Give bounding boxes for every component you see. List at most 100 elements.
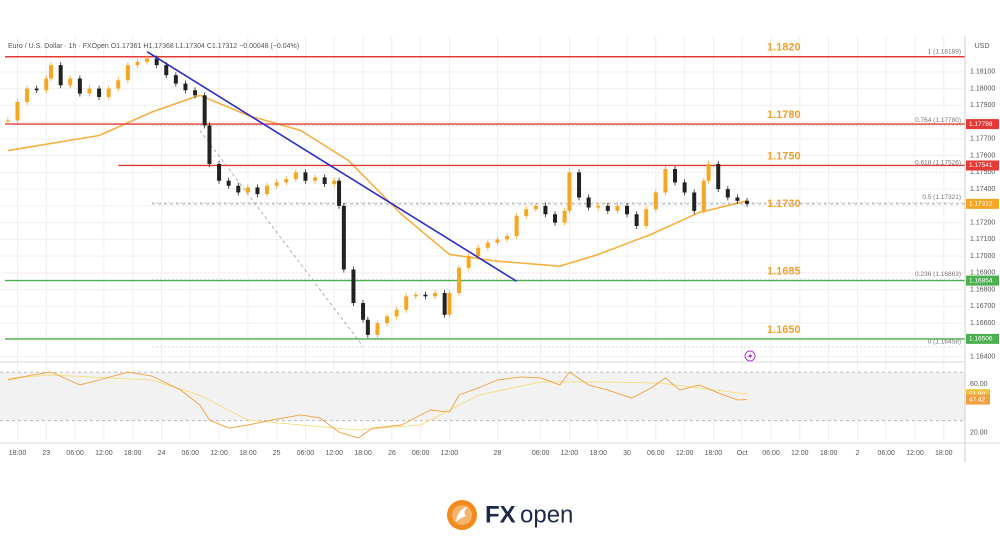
- candle: [423, 294, 428, 297]
- fib-label: 0 (1.16458): [928, 339, 961, 346]
- candle: [553, 214, 558, 223]
- logo-open: open: [520, 501, 573, 528]
- candle: [337, 180, 342, 206]
- x-tick-label: 18:00: [239, 450, 257, 457]
- candle: [394, 309, 399, 317]
- x-tick-label: 2: [855, 450, 859, 457]
- x-tick-label: 12:00: [906, 450, 924, 457]
- x-tick-label: 12:00: [676, 450, 694, 457]
- candle: [634, 214, 639, 226]
- fib-label: 0.5 (1.17321): [922, 194, 961, 201]
- candle: [466, 256, 471, 268]
- logo-fx: FX: [485, 501, 516, 528]
- candle: [644, 209, 649, 226]
- price-tag-label: 1.16854: [969, 277, 993, 284]
- price-tag-label: 1.17541: [969, 162, 993, 169]
- candle: [351, 269, 356, 304]
- candle: [514, 215, 519, 237]
- y-tick-label: 1.18000: [970, 85, 995, 92]
- x-tick-label: 18:00: [820, 450, 838, 457]
- candle: [365, 319, 370, 335]
- candle: [145, 58, 150, 62]
- logo: FX open: [447, 500, 573, 530]
- candle: [207, 125, 212, 164]
- candle: [442, 292, 447, 315]
- candle: [562, 210, 567, 223]
- event-icon: [744, 350, 756, 362]
- rsi-tag: [966, 389, 990, 400]
- candle: [533, 205, 538, 210]
- candle: [173, 75, 178, 84]
- candle: [605, 205, 610, 211]
- candle: [293, 172, 298, 180]
- candle: [706, 163, 711, 181]
- level-label: 1.1685: [767, 265, 801, 277]
- candle: [274, 182, 279, 186]
- y-tick-label: 1.16600: [970, 320, 995, 327]
- level-label: 1.1780: [767, 109, 801, 121]
- y-tick-label: 1.17000: [970, 253, 995, 260]
- x-tick-label: 26: [388, 450, 396, 457]
- candle: [106, 88, 111, 97]
- candle: [116, 80, 121, 89]
- x-tick-label: 12:00: [561, 450, 579, 457]
- candle: [586, 197, 591, 208]
- fib-label: 0.764 (1.17780): [915, 117, 961, 124]
- candle: [447, 292, 452, 315]
- price-tag: [966, 333, 999, 344]
- candle: [682, 182, 687, 193]
- x-tick-label: 06:00: [66, 450, 84, 457]
- candle: [341, 205, 346, 270]
- price-tag-label: 1.17788: [969, 121, 993, 128]
- level-label: 1.1820: [767, 42, 801, 54]
- candle: [495, 239, 500, 243]
- candle: [44, 78, 49, 91]
- candle: [5, 120, 10, 122]
- x-tick-label: 12:00: [325, 450, 343, 457]
- x-tick-label: 06:00: [181, 450, 199, 457]
- x-tick-label: 24: [158, 450, 166, 457]
- candle: [673, 169, 678, 183]
- y-tick-label: 1.16900: [970, 270, 995, 277]
- x-tick-label: 12:00: [791, 450, 809, 457]
- candle: [77, 78, 82, 94]
- rsi-signal: [7, 374, 748, 431]
- candle: [217, 163, 222, 181]
- x-tick-label: 18:00: [9, 450, 27, 457]
- candle: [245, 187, 250, 193]
- price-tag-label: 1.17312: [969, 201, 993, 208]
- candle: [653, 192, 658, 210]
- candle: [433, 292, 438, 297]
- candle: [476, 247, 481, 257]
- candle: [303, 172, 308, 181]
- fib-label: 0.618 (1.17526): [915, 160, 961, 167]
- candle: [284, 179, 289, 183]
- candle: [625, 205, 630, 215]
- x-tick-label: 06:00: [877, 450, 895, 457]
- x-tick-label: 06:00: [647, 450, 665, 457]
- candle: [135, 61, 140, 66]
- candle: [413, 294, 418, 297]
- x-tick-label: 12:00: [95, 450, 113, 457]
- x-tick-label: 18:00: [705, 450, 723, 457]
- fib-label: 0.236 (1.16863): [915, 271, 961, 278]
- rsi-tick-label: 20.00: [970, 430, 988, 437]
- y-tick-label: 1.16700: [970, 303, 995, 310]
- grid: [0, 36, 965, 440]
- x-tick-label: 12:00: [441, 450, 459, 457]
- candle: [313, 177, 318, 181]
- candle: [87, 88, 92, 94]
- candle: [745, 200, 750, 204]
- candle: [193, 90, 198, 96]
- candle: [15, 101, 20, 121]
- candle: [663, 169, 668, 193]
- y-tick-label: 1.16400: [970, 353, 995, 360]
- candle: [505, 236, 510, 240]
- candle: [716, 163, 721, 190]
- x-tick-label: 25: [273, 450, 281, 457]
- rsi-tag-label: 51.90: [969, 391, 986, 398]
- y-tick-label: 1.17700: [970, 136, 995, 143]
- y-tick-label: 1.17600: [970, 152, 995, 159]
